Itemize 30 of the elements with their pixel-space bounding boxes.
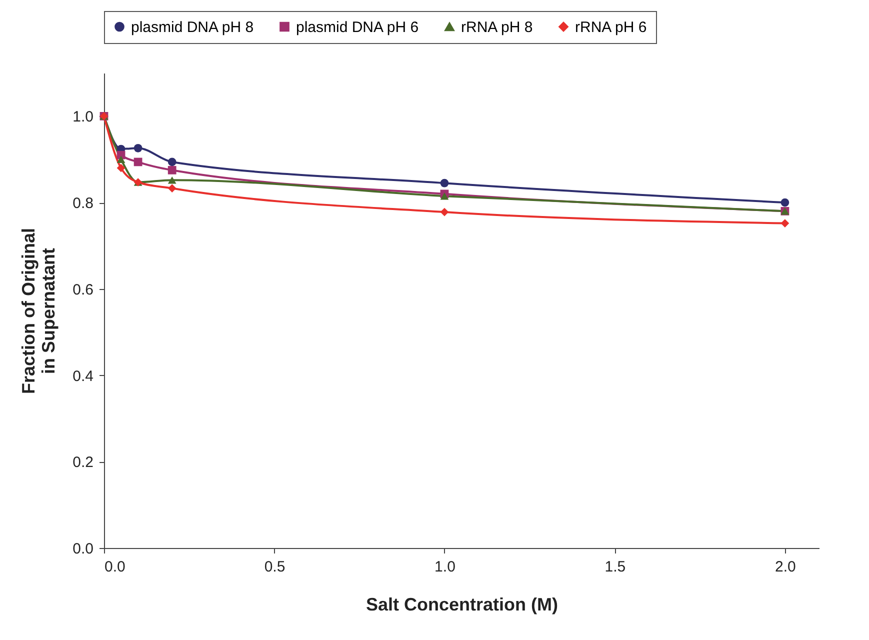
x-tick-label: 1.5 bbox=[604, 558, 626, 576]
x-tick-label: 0.0 bbox=[104, 558, 126, 576]
y-tick-label: 0.0 bbox=[72, 540, 94, 558]
point bbox=[134, 158, 142, 166]
point bbox=[168, 184, 176, 192]
y-tick-label: 0.6 bbox=[72, 281, 94, 298]
point bbox=[168, 158, 176, 166]
x-tick-label: 2.0 bbox=[775, 558, 796, 576]
point bbox=[440, 178, 449, 188]
y-tick-label: 0.4 bbox=[72, 368, 94, 385]
legend-label: plasmid DNA pH 8 bbox=[131, 18, 254, 36]
x-tick-label: 1.0 bbox=[434, 558, 456, 576]
x-axis-title: Salt Concentration (M) bbox=[366, 594, 558, 614]
point bbox=[440, 192, 449, 200]
point bbox=[168, 176, 176, 184]
point bbox=[780, 198, 790, 207]
point bbox=[116, 164, 126, 172]
y-tick-label: 1.0 bbox=[72, 108, 94, 126]
legend-label: plasmid DNA pH 6 bbox=[296, 18, 419, 36]
point bbox=[168, 166, 176, 174]
point bbox=[440, 208, 449, 216]
legend-label: rRNA pH 8 bbox=[461, 18, 533, 36]
y-tick-label: 0.8 bbox=[72, 195, 94, 212]
y-axis-title: Fraction of Original in Supernatant bbox=[18, 228, 59, 394]
y-tick-label: 0.2 bbox=[72, 454, 94, 472]
point bbox=[134, 144, 142, 152]
point bbox=[116, 156, 126, 163]
legend-label: rRNA pH 6 bbox=[575, 18, 647, 36]
x-tick-label: 0.5 bbox=[264, 558, 286, 576]
point bbox=[780, 219, 790, 228]
